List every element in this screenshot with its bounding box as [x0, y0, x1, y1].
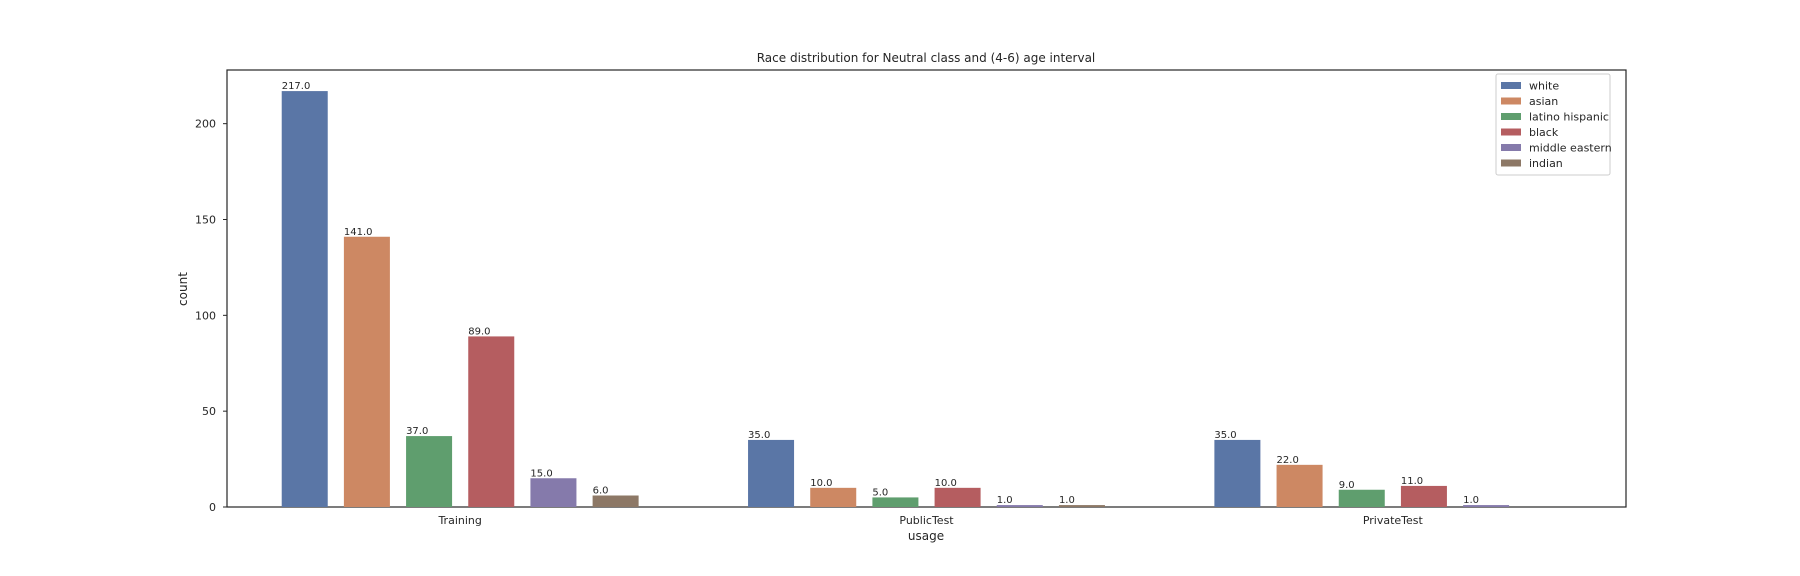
- bar-black: [1401, 486, 1447, 507]
- x-tick-label: PrivateTest: [1363, 514, 1424, 527]
- bar-value-label: 6.0: [593, 486, 609, 497]
- bar-asian: [810, 488, 856, 507]
- bar-white: [282, 91, 328, 507]
- bar-black: [935, 488, 981, 507]
- bar-latino-hispanic: [872, 497, 918, 507]
- legend-swatch: [1501, 144, 1521, 151]
- y-tick-label: 0: [209, 501, 216, 514]
- bar-asian: [344, 237, 390, 507]
- bar-indian: [593, 496, 639, 508]
- bar-latino-hispanic: [1339, 490, 1385, 507]
- x-axis-label: usage: [908, 529, 944, 543]
- bar-latino-hispanic: [406, 436, 452, 507]
- legend-label: indian: [1529, 157, 1563, 170]
- bar-middle-eastern: [530, 478, 576, 507]
- bar-white: [748, 440, 794, 507]
- y-tick-label: 200: [195, 118, 216, 131]
- legend-label: black: [1529, 126, 1559, 139]
- x-tick-label: Training: [437, 514, 481, 527]
- legend-label: middle eastern: [1529, 142, 1612, 155]
- bar-value-label: 1.0: [997, 495, 1013, 506]
- bar-value-label: 5.0: [872, 487, 888, 498]
- legend-swatch: [1501, 98, 1521, 105]
- legend-swatch: [1501, 129, 1521, 136]
- bar-value-label: 1.0: [1463, 495, 1479, 506]
- y-tick-label: 150: [195, 214, 216, 227]
- legend-label: asian: [1529, 95, 1558, 108]
- bar-value-label: 35.0: [1214, 430, 1236, 441]
- bar-value-label: 141.0: [344, 227, 373, 238]
- bar-value-label: 35.0: [748, 430, 770, 441]
- bar-value-label: 10.0: [935, 478, 957, 489]
- bar-value-label: 37.0: [406, 426, 428, 437]
- bar-asian: [1277, 465, 1323, 507]
- bar-value-label: 11.0: [1401, 476, 1423, 487]
- legend-swatch: [1501, 160, 1521, 167]
- y-tick-label: 100: [195, 309, 216, 322]
- legend-swatch: [1501, 113, 1521, 120]
- bar-white: [1214, 440, 1260, 507]
- bar-value-label: 22.0: [1277, 455, 1299, 466]
- legend-swatch: [1501, 82, 1521, 89]
- legend-label: white: [1529, 80, 1559, 93]
- bar-value-label: 15.0: [530, 468, 552, 479]
- legend: white asian latino hispanic black middle eas…: [1496, 74, 1612, 175]
- bar-value-label: 10.0: [810, 478, 832, 489]
- chart-title: Race distribution for Neutral class and …: [757, 51, 1096, 65]
- y-axis-label: count: [176, 272, 190, 306]
- bar-value-label: 1.0: [1059, 495, 1075, 506]
- plot-area: 0 50 100 150 200 Training 217.0 141.0 37.0 89.0 15…: [195, 70, 1626, 527]
- x-tick-label: PublicTest: [899, 514, 954, 527]
- bar-value-label: 89.0: [468, 326, 490, 337]
- bar-black: [468, 336, 514, 507]
- bar-value-label: 9.0: [1339, 480, 1355, 491]
- y-tick-label: 50: [202, 405, 216, 418]
- legend-label: latino hispanic: [1529, 111, 1609, 124]
- bar-value-label: 217.0: [282, 81, 311, 92]
